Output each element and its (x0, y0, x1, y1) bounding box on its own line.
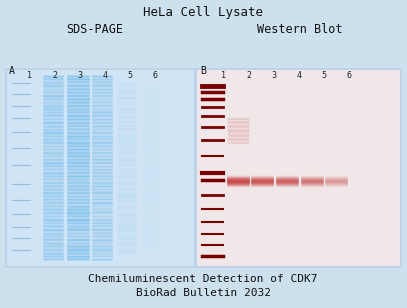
Text: SDS-PAGE: SDS-PAGE (66, 23, 123, 36)
Text: 2: 2 (247, 71, 252, 80)
Text: HeLa Cell Lysate: HeLa Cell Lysate (143, 6, 263, 19)
Bar (5, 68, 402, 268)
Text: 6: 6 (346, 71, 352, 80)
Text: 4: 4 (103, 71, 107, 80)
Text: 1: 1 (221, 71, 227, 80)
Bar (197, 70, 400, 266)
Text: 1: 1 (28, 71, 33, 80)
Text: B: B (200, 66, 206, 76)
Text: 4: 4 (297, 71, 302, 80)
Text: Chemiluminescent Detection of CDK7: Chemiluminescent Detection of CDK7 (88, 274, 318, 284)
Text: A: A (9, 66, 15, 76)
Bar (7, 70, 194, 266)
Text: Western Blot: Western Blot (257, 23, 343, 36)
Text: BioRad Bulletin 2032: BioRad Bulletin 2032 (136, 288, 271, 298)
Text: 6: 6 (153, 71, 158, 80)
Text: 3: 3 (77, 71, 83, 80)
Text: 2: 2 (53, 71, 57, 80)
Text: 3: 3 (271, 71, 276, 80)
Text: 5: 5 (322, 71, 326, 80)
Text: 5: 5 (127, 71, 133, 80)
